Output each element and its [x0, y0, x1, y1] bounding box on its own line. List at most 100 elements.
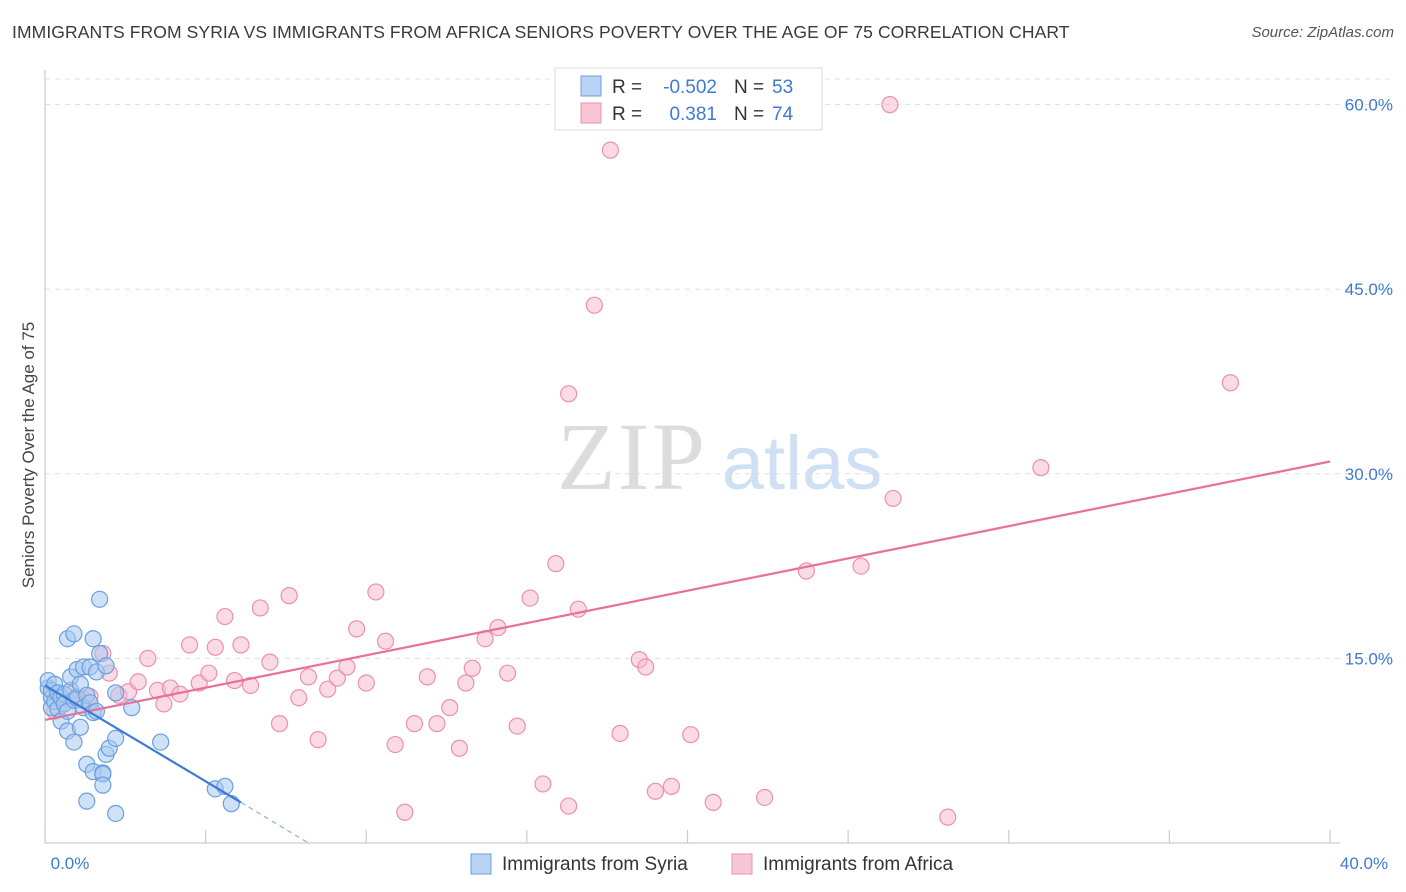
syria-point-52 — [222, 795, 240, 813]
africa-point-33 — [328, 669, 346, 687]
africa-point-51 — [508, 717, 526, 735]
africa-r-value: 0.381 — [669, 104, 717, 125]
syria-point-24 — [71, 718, 89, 736]
africa-point-52 — [521, 589, 539, 607]
chart-title: IMMIGRANTS FROM SYRIA VS IMMIGRANTS FROM… — [12, 22, 1070, 42]
syria-point-42 — [97, 657, 115, 675]
syria-point-47 — [107, 804, 125, 823]
syria-legend-swatch — [580, 75, 602, 97]
africa-point-26 — [261, 653, 279, 671]
africa-point-36 — [357, 674, 375, 692]
syria-trend-line — [44, 684, 242, 804]
africa-point-53 — [534, 775, 552, 793]
syria-n-value: 53 — [772, 77, 793, 98]
africa-point-25 — [251, 599, 269, 617]
africa-point-59 — [611, 724, 629, 743]
africa-point-64 — [601, 141, 620, 159]
africa-n-value: 74 — [772, 104, 794, 125]
africa-point-32 — [319, 680, 337, 698]
axes — [44, 70, 1340, 844]
africa-point-19 — [200, 664, 218, 682]
x-ticks — [44, 830, 1331, 843]
legend-africa-label: Immigrants from Africa — [763, 854, 953, 875]
africa-point-55 — [560, 797, 578, 815]
x-tick-label-min: 0.0% — [51, 854, 90, 873]
syria-point-29 — [78, 792, 96, 810]
africa-point-70 — [884, 489, 902, 508]
source-credit: Source: ZipAtlas.com — [1251, 24, 1394, 41]
africa-trend-line — [44, 460, 1331, 722]
africa-point-73 — [1221, 374, 1240, 392]
syria-n-label: N = — [734, 77, 764, 98]
syria-point-49 — [152, 733, 170, 751]
africa-point-30 — [299, 668, 318, 686]
africa-point-72 — [1032, 459, 1050, 477]
africa-point-23 — [232, 636, 250, 654]
africa-point-47 — [463, 659, 481, 677]
africa-n-label: N = — [734, 104, 764, 125]
syria-r-label: R = — [612, 77, 642, 98]
y-tick-label: 45.0% — [1345, 280, 1393, 299]
watermark-atlas: atlas — [722, 421, 883, 506]
africa-point-63 — [662, 777, 681, 795]
africa-point-27 — [270, 715, 289, 733]
syria-point-46 — [107, 729, 125, 747]
africa-point-74 — [881, 96, 899, 114]
legend-africa-swatch — [731, 853, 753, 875]
africa-point-21 — [216, 607, 234, 626]
africa-point-69 — [852, 557, 870, 575]
africa-point-35 — [348, 620, 366, 638]
africa-point-46 — [457, 674, 475, 692]
africa-point-61 — [637, 658, 655, 676]
syria-point-45 — [107, 684, 125, 702]
watermark-zip: ZIP — [557, 403, 707, 510]
africa-point-17 — [180, 636, 199, 654]
y-tick-label: 60.0% — [1345, 96, 1393, 115]
syria-points — [39, 590, 240, 823]
watermark: ZIP atlas — [557, 403, 882, 510]
legend-syria-label: Immigrants from Syria — [502, 854, 688, 875]
y-tick-labels: 15.0% 30.0% 45.0% 60.0% — [1345, 96, 1393, 669]
africa-point-66 — [704, 793, 722, 811]
africa-point-45 — [450, 739, 469, 757]
africa-r-label: R = — [612, 104, 642, 125]
syria-point-19 — [65, 733, 83, 751]
trend-lines — [44, 460, 1331, 844]
y-tick-label: 30.0% — [1345, 465, 1393, 484]
syria-point-32 — [84, 630, 102, 648]
x-tick-label-max: 40.0% — [1340, 854, 1388, 873]
legend-syria-swatch — [470, 853, 492, 875]
series-legend: Immigrants from Syria Immigrants from Af… — [470, 853, 953, 875]
y-axis-label: Seniors Poverty Over the Age of 75 — [19, 322, 38, 588]
africa-point-12 — [139, 649, 157, 668]
africa-point-14 — [155, 695, 173, 713]
africa-point-65 — [682, 726, 700, 744]
africa-point-54 — [547, 555, 565, 573]
syria-point-20 — [65, 625, 83, 643]
africa-point-37 — [367, 583, 385, 601]
gridlines — [45, 78, 1395, 659]
syria-point-38 — [91, 590, 109, 608]
africa-point-71 — [939, 808, 957, 826]
africa-point-67 — [755, 788, 774, 807]
africa-point-29 — [290, 689, 308, 707]
y-tick-label: 15.0% — [1345, 649, 1393, 668]
africa-legend-swatch — [580, 102, 602, 124]
stats-legend: R = -0.502 N = 53 R = 0.381 N = 74 — [554, 67, 823, 131]
africa-point-62 — [646, 782, 664, 800]
africa-point-28 — [280, 587, 298, 605]
africa-point-11 — [129, 673, 147, 691]
africa-point-57 — [560, 385, 578, 403]
africa-point-42 — [418, 668, 436, 686]
syria-point-41 — [94, 776, 112, 794]
africa-point-41 — [405, 715, 424, 733]
africa-point-20 — [206, 638, 224, 656]
africa-point-58 — [585, 296, 603, 314]
syria-r-value: -0.502 — [663, 77, 717, 98]
africa-point-50 — [499, 664, 517, 682]
africa-point-43 — [428, 715, 446, 733]
africa-point-38 — [376, 632, 395, 650]
africa-point-44 — [441, 699, 459, 717]
syria-trend-extension — [240, 801, 309, 844]
